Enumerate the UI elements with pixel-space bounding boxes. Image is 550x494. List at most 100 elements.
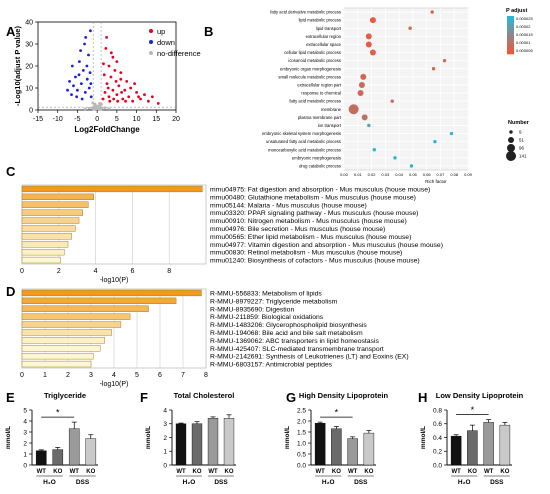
data-point: [111, 55, 115, 59]
term-label: embryonic organ morphogenesis: [280, 66, 341, 71]
x-tick-label: -15: [33, 116, 43, 123]
data-point: [102, 73, 106, 77]
data-point: [111, 88, 115, 92]
bar: [223, 418, 235, 466]
x-tick-label: 0.00: [340, 172, 349, 177]
bubble: [431, 67, 436, 71]
term-label: fatty acid metabolic process: [289, 99, 341, 104]
significance-marker: *: [335, 408, 339, 418]
category-label: WT: [348, 469, 358, 475]
group-label: H₂O: [458, 479, 471, 486]
bar: [52, 449, 64, 466]
bar: [21, 305, 149, 312]
category-label: WT: [451, 469, 461, 475]
term-label: embryonic morphogenesis: [292, 155, 341, 160]
bar: [207, 418, 219, 466]
data-point: [81, 69, 85, 72]
bar: [467, 430, 478, 466]
size-legend-title: Number: [508, 120, 530, 126]
panel-label-a: A: [6, 24, 16, 39]
legend-marker: [149, 40, 153, 44]
category-label: WT: [484, 469, 494, 475]
category-label: WT: [176, 469, 186, 475]
size-legend-marker: [509, 130, 513, 134]
data-point: [100, 102, 103, 106]
bar: [363, 432, 375, 466]
term-label: cellular lipid metabolic process: [284, 50, 341, 55]
volcano-plot: -15 -10 -5 0 5 10 15 20 0 10 20 30 40 Log2FoldChange -…: [13, 20, 201, 135]
data-point: [107, 107, 111, 111]
y-tick-label: 1.0: [297, 440, 306, 447]
size-legend-label: 9: [519, 130, 522, 135]
bar: [175, 423, 187, 466]
category-label: R-MMU-1483206: Glycerophospholipid biosy…: [210, 322, 367, 329]
group-label: DSS: [214, 479, 228, 486]
data-point: [112, 97, 116, 101]
category-label: R-MMU-8979227: Triglyceride metabolism: [210, 298, 338, 305]
chart-title: Low Density Lipoprotein: [436, 391, 524, 400]
category-label: KO: [364, 469, 373, 475]
significance-marker: *: [56, 408, 60, 418]
data-point: [89, 95, 93, 99]
data-point: [92, 107, 95, 111]
size-legend-marker: [506, 151, 516, 161]
category-label: KO: [500, 469, 509, 475]
data-point: [66, 88, 69, 92]
data-point: [77, 73, 81, 77]
bubble: [369, 49, 376, 56]
y-tick-label: 40: [25, 20, 33, 27]
color-legend-tick: 0.000025: [516, 16, 533, 21]
y-tick-label: 2: [23, 440, 27, 447]
y-tick-label: 3: [23, 429, 27, 436]
data-point: [121, 97, 125, 101]
category-label: R-MMU-425407: SLC-mediated transmembrane…: [210, 346, 384, 353]
x-axis-label: -log10(P): [100, 381, 129, 388]
x-tick-label: 0.05: [409, 172, 418, 177]
data-point: [78, 60, 81, 63]
data-point: [83, 107, 87, 111]
bubble: [408, 26, 412, 30]
bar: [21, 329, 112, 336]
category-label: R-MMU-211859: Biological oxidations: [210, 314, 324, 321]
category-label: KO: [86, 469, 95, 475]
bar: [21, 209, 83, 216]
bubble: [369, 17, 376, 24]
color-gradient-step: [507, 27, 514, 32]
group-label: DSS: [354, 479, 368, 486]
size-legend-label: 51: [519, 138, 525, 143]
data-point: [150, 95, 154, 99]
chart-title: Triglyceride: [44, 391, 86, 400]
data-point: [113, 69, 117, 72]
y-tick-label: 1: [23, 451, 27, 458]
legend-label: down: [157, 38, 175, 47]
ldl-bar-chart: 0.0 0.2 0.4 0.6 0.8 Low Density Lipoprotein mm…: [420, 391, 524, 486]
bar: [499, 424, 511, 466]
data-point: [89, 29, 92, 33]
x-tick-label: 10: [133, 116, 141, 123]
panel-label-g: G: [286, 390, 296, 405]
data-point: [85, 77, 89, 81]
x-tick-label: 5: [115, 116, 119, 123]
panel-label-h: H: [418, 390, 427, 405]
category-label: WT: [315, 469, 325, 475]
data-point: [108, 99, 112, 103]
data-point: [109, 75, 113, 79]
bar: [21, 193, 94, 200]
y-tick-label: 0: [163, 462, 167, 469]
color-legend-tick: 0.000015: [516, 32, 533, 37]
category-label: KO: [332, 469, 341, 475]
x-tick-label: 8: [167, 268, 171, 275]
category-label: mmu00565: Ether lipid metabolism - Mus m…: [210, 234, 411, 241]
data-point: [123, 88, 127, 92]
bar: [85, 438, 97, 466]
bubble: [372, 148, 377, 152]
category-label: WT: [37, 469, 47, 475]
color-legend-title: P adjust: [506, 8, 527, 14]
term-label: icosanoid metabolic process: [288, 58, 341, 63]
legend-marker: [149, 51, 153, 55]
data-point: [103, 91, 107, 94]
y-tick-label: 3: [163, 421, 167, 428]
data-point: [127, 95, 131, 99]
x-tick-label: 15: [152, 116, 160, 123]
